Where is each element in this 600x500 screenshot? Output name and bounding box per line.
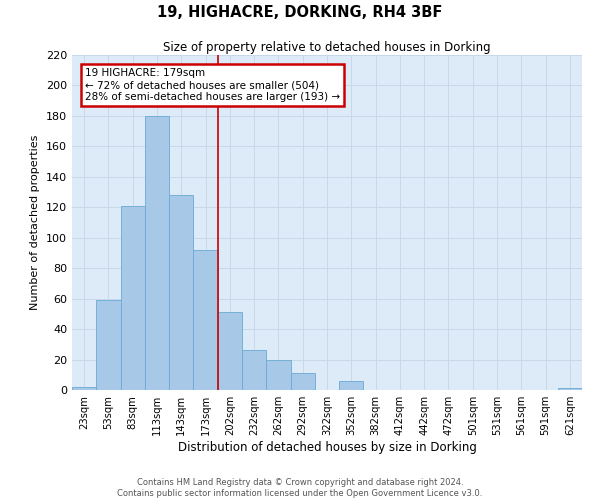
X-axis label: Distribution of detached houses by size in Dorking: Distribution of detached houses by size … [178,441,476,454]
Bar [169,195,193,390]
Bar [266,360,290,390]
Bar [145,116,169,390]
Text: Contains HM Land Registry data © Crown copyright and database right 2024.
Contai: Contains HM Land Registry data © Crown c… [118,478,482,498]
Y-axis label: Number of detached properties: Number of detached properties [31,135,40,310]
Bar [121,206,145,390]
Bar [339,381,364,390]
Bar [218,312,242,390]
Bar [193,250,218,390]
Text: 19 HIGHACRE: 179sqm
← 72% of detached houses are smaller (504)
28% of semi-detac: 19 HIGHACRE: 179sqm ← 72% of detached ho… [85,68,340,102]
Text: 19, HIGHACRE, DORKING, RH4 3BF: 19, HIGHACRE, DORKING, RH4 3BF [157,5,443,20]
Bar [72,387,96,390]
Bar [558,388,582,390]
Bar [96,300,121,390]
Title: Size of property relative to detached houses in Dorking: Size of property relative to detached ho… [163,41,491,54]
Bar [290,373,315,390]
Bar [242,350,266,390]
